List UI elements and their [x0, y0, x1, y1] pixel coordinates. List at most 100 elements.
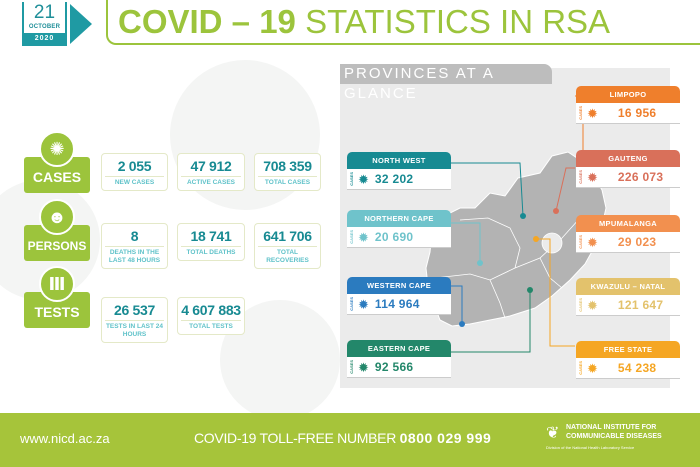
title-frame: [106, 0, 700, 45]
stat-label: NEW CASES: [105, 176, 164, 187]
province-name: NORTHERN CAPE: [347, 210, 451, 227]
province-name: GAUTENG: [576, 150, 680, 167]
test-tubes-icon: Ⅲ: [39, 266, 75, 302]
province-cases-row: CASES ✹ 29 023: [576, 232, 680, 253]
stat-label: TOTAL TESTS: [181, 320, 241, 331]
stat-label: DEATHS IN THE LAST 48 HOURS: [105, 246, 164, 265]
stat-value: 4 607 883: [181, 302, 241, 318]
virus-icon: ✹: [358, 296, 369, 312]
province-cases: 20 690: [374, 230, 414, 244]
category-label: TESTS: [34, 304, 80, 320]
date-day: 21: [33, 2, 56, 23]
stat-label: ACTIVE CASES: [181, 176, 241, 187]
stat-value: 18 741: [190, 228, 232, 244]
org-name: NATIONAL INSTITUTE FOR COMMUNICABLE DISE…: [566, 424, 662, 441]
province-cases-row: CASES ✹ 20 690: [347, 227, 451, 248]
stat-new-cases: 2 055 NEW CASES: [101, 153, 168, 191]
date-month: OCTOBER: [28, 24, 61, 30]
province-kwazulu-natal: KWAZULU – NATAL CASES ✹ 121 647: [576, 278, 680, 316]
stat-deaths-48h: 8 DEATHS IN THE LAST 48 HOURS: [101, 223, 168, 269]
province-name: KWAZULU – NATAL: [576, 278, 680, 295]
province-north-west: NORTH WEST CASES ✹ 32 202: [347, 152, 451, 190]
province-name: WESTERN CAPE: [347, 277, 451, 294]
province-cases: 16 956: [617, 106, 657, 120]
cases-tag: CASES: [578, 106, 583, 120]
province-cases-row: CASES ✹ 54 238: [576, 358, 680, 379]
toll-free-info: COVID-19 TOLL-FREE NUMBER 0800 029 999: [194, 430, 491, 446]
page-title: COVID – 19 STATISTICS IN RSA: [118, 3, 610, 41]
province-name: EASTERN CAPE: [347, 340, 451, 357]
province-cases: 32 202: [374, 172, 414, 186]
virus-icon: ✹: [587, 105, 598, 121]
org-name-line2: COMMUNICABLE DISEASES: [566, 432, 662, 440]
stat-tests-24h: 26 537 TESTS IN LAST 24 HOURS: [101, 297, 168, 343]
province-cases: 92 566: [374, 360, 414, 374]
province-name: LIMPOPO: [576, 86, 680, 103]
arrow-right-icon: [70, 4, 92, 44]
category-persons: ☻ PERSONS: [24, 199, 90, 261]
people-icon: ☻: [39, 199, 75, 235]
virus-icon: ✹: [587, 360, 598, 376]
africa-logo-icon: ❦: [546, 425, 560, 442]
province-cases: 226 073: [617, 170, 664, 184]
province-name: FREE STATE: [576, 341, 680, 358]
org-name-line1: NATIONAL INSTITUTE FOR: [566, 424, 657, 431]
title-rest: STATISTICS IN RSA: [295, 3, 611, 40]
category-label: PERSONS: [27, 239, 87, 253]
stat-label: TOTAL DEATHS: [181, 246, 241, 257]
stat-value: 8: [130, 228, 139, 244]
cases-tag: CASES: [349, 360, 354, 374]
province-gauteng: GAUTENG CASES ✹ 226 073: [576, 150, 680, 188]
province-name: NORTH WEST: [347, 152, 451, 169]
province-cases-row: CASES ✹ 32 202: [347, 169, 451, 190]
province-cases: 121 647: [617, 298, 664, 312]
virus-icon: ✹: [358, 359, 369, 375]
cases-tag: CASES: [349, 230, 354, 244]
virus-icon: ✹: [587, 169, 598, 185]
category-tests: Ⅲ TESTS: [24, 266, 90, 328]
toll-free-number: 0800 029 999: [399, 430, 492, 446]
org-subtitle: Division of the National Health Laborato…: [546, 445, 635, 450]
province-cases-row: CASES ✹ 114 964: [347, 294, 451, 315]
province-cases-row: CASES ✹ 16 956: [576, 103, 680, 124]
stat-active-cases: 47 912 ACTIVE CASES: [177, 153, 245, 191]
stat-value: 708 359: [263, 158, 312, 174]
province-cases-row: CASES ✹ 92 566: [347, 357, 451, 378]
virus-icon: ✹: [587, 234, 598, 250]
cases-tag: CASES: [349, 172, 354, 186]
stat-value: 47 912: [190, 158, 232, 174]
virus-icon: ✹: [358, 171, 369, 187]
stat-total-tests: 4 607 883 TOTAL TESTS: [177, 297, 245, 335]
stat-label: TOTAL CASES: [258, 176, 317, 187]
province-western-cape: WESTERN CAPE CASES ✹ 114 964: [347, 277, 451, 315]
stat-label: TESTS IN LAST 24 HOURS: [105, 320, 164, 339]
stat-total-recoveries: 641 706 TOTAL RECOVERIES: [254, 223, 321, 269]
province-northern-cape: NORTHERN CAPE CASES ✹ 20 690: [347, 210, 451, 248]
province-cases-row: CASES ✹ 226 073: [576, 167, 680, 188]
province-mpumalanga: MPUMALANGA CASES ✹ 29 023: [576, 215, 680, 253]
virus-icon: ✺: [39, 131, 75, 167]
date-badge: 21 OCTOBER 2020: [22, 2, 67, 46]
virus-icon: ✹: [587, 297, 598, 313]
province-cases: 114 964: [374, 297, 420, 311]
stat-value: 2 055: [117, 158, 152, 174]
cases-tag: CASES: [578, 361, 583, 375]
footer: www.nicd.ac.za COVID-19 TOLL-FREE NUMBER…: [0, 413, 700, 467]
stat-total-cases: 708 359 TOTAL CASES: [254, 153, 321, 191]
website-link[interactable]: www.nicd.ac.za: [20, 431, 110, 446]
province-eastern-cape: EASTERN CAPE CASES ✹ 92 566: [347, 340, 451, 378]
stat-label: TOTAL RECOVERIES: [258, 246, 317, 265]
title-bold: COVID – 19: [118, 3, 296, 40]
province-free-state: FREE STATE CASES ✹ 54 238: [576, 341, 680, 379]
province-cases-row: CASES ✹ 121 647: [576, 295, 680, 316]
date-year: 2020: [24, 33, 65, 44]
stat-total-deaths: 18 741 TOTAL DEATHS: [177, 223, 245, 261]
province-cases: 54 238: [617, 361, 657, 375]
category-label: CASES: [32, 169, 82, 185]
provinces-title: PROVINCES AT A GLANCE: [340, 64, 552, 102]
stat-value: 26 537: [113, 302, 156, 318]
province-name: MPUMALANGA: [576, 215, 680, 232]
cases-tag: CASES: [578, 170, 583, 184]
virus-icon: ✹: [358, 229, 369, 245]
cases-tag: CASES: [578, 298, 583, 312]
